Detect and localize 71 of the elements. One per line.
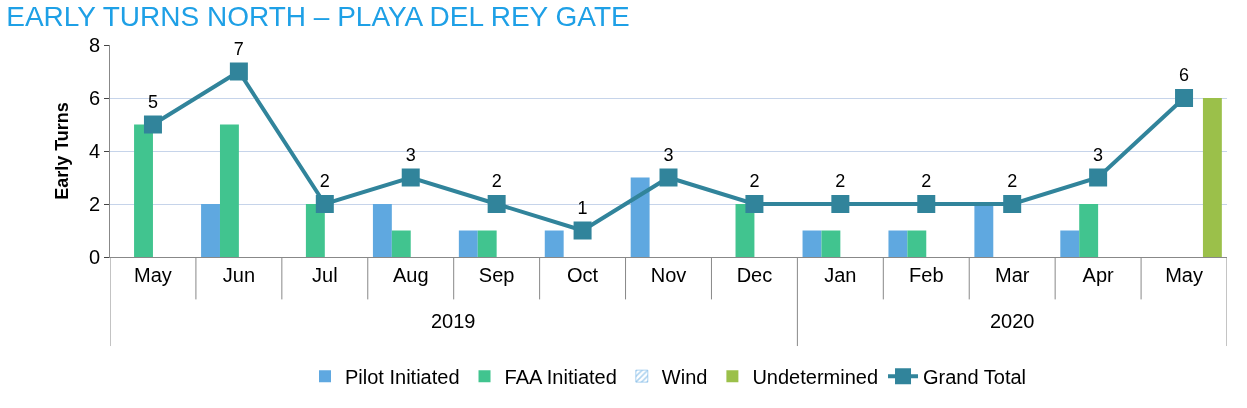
data-label: 1: [577, 197, 588, 218]
point: [229, 62, 248, 81]
bar: [372, 204, 392, 257]
bar: [1060, 230, 1080, 257]
data-label: 2: [491, 171, 502, 192]
x-tick-label: Mar: [994, 264, 1030, 286]
x-tick-label: Aug: [392, 264, 429, 286]
point: [315, 195, 334, 213]
data-label: 2: [921, 171, 932, 192]
data-label: 3: [1093, 144, 1104, 165]
point: [487, 195, 506, 213]
x-tick-label: Nov: [650, 264, 687, 286]
point: [1089, 168, 1108, 187]
bar: [219, 124, 239, 257]
x-tick-label: May: [134, 264, 172, 286]
bar: [802, 230, 822, 257]
point: [659, 168, 678, 187]
bar: [1202, 98, 1222, 257]
point: [573, 221, 592, 240]
legend-label: Pilot Initiated: [345, 365, 460, 388]
x-tick-label: Jul: [312, 264, 338, 286]
y-tick-label: 0: [88, 246, 100, 268]
data-label: 2: [749, 171, 760, 192]
bar: [974, 204, 994, 257]
y-tick-label: 2: [88, 193, 100, 215]
x-tick-label: Apr: [1082, 264, 1115, 286]
x-tick-label: Dec: [736, 264, 773, 286]
legend-label: Undetermined: [752, 365, 879, 388]
data-label: 5: [147, 91, 158, 112]
data-label: 3: [663, 144, 674, 165]
bar: [821, 230, 841, 257]
point: [831, 195, 850, 213]
bar: [391, 230, 411, 257]
bar: [1079, 204, 1099, 257]
bar: [477, 230, 497, 257]
point: [1003, 195, 1022, 213]
data-label: 7: [233, 38, 244, 59]
text: 2020: [990, 310, 1035, 332]
y-tick-label: 8: [88, 34, 100, 56]
bar: [544, 230, 564, 257]
x-tick-label: Sep: [478, 264, 515, 286]
x-tick-label: May: [1165, 264, 1203, 286]
point: [917, 195, 936, 213]
data-label: 6: [1179, 65, 1190, 86]
chart-title: EARLY TURNS NORTH – PLAYA DEL REY GATE: [6, 0, 630, 32]
point: [401, 168, 420, 187]
bar: [888, 230, 908, 257]
x-tick-label: Feb: [909, 264, 944, 286]
point: [1175, 89, 1194, 107]
x-tick-label: Oct: [567, 264, 599, 286]
bar: [305, 204, 325, 257]
data-label: 3: [405, 144, 416, 165]
bar: [201, 204, 220, 257]
legend-label: FAA Initiated: [504, 365, 617, 388]
bar: [134, 124, 153, 257]
bar: [458, 230, 478, 257]
legend-label: Grand Total: [923, 365, 1027, 388]
data-label: 2: [319, 171, 330, 192]
data-label: 2: [835, 171, 846, 192]
point: [745, 195, 764, 213]
y-tick-label: 6: [88, 87, 100, 109]
x-tick-label: Jun: [222, 264, 256, 286]
y-axis-title: Early Turns: [52, 102, 73, 200]
point: [143, 115, 162, 134]
text: 2019: [431, 310, 476, 332]
legend-label: Wind: [661, 365, 708, 388]
data-label: 2: [1007, 171, 1018, 192]
bar: [907, 230, 927, 257]
y-tick-label: 4: [88, 140, 100, 162]
x-tick-label: Jan: [824, 264, 857, 286]
bar: [630, 177, 650, 257]
